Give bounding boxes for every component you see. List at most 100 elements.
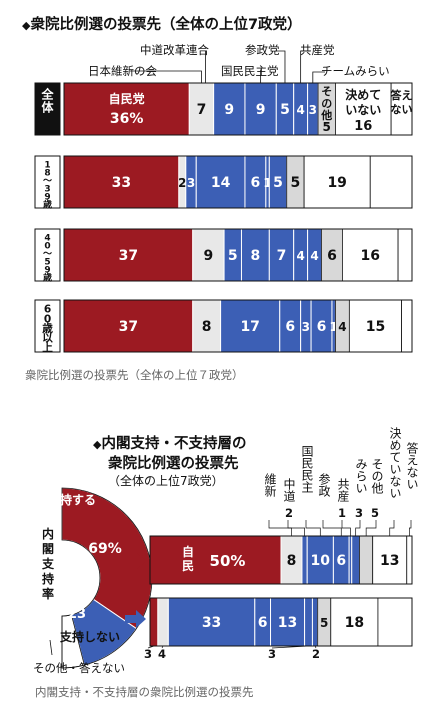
bar2-jimin-char-0: 自: [182, 544, 194, 559]
top-annot-kyosan: 1: [338, 506, 347, 520]
bar-seg-mid-jiminto: [63, 228, 194, 282]
bar-label-all-mirai: 3: [309, 103, 317, 117]
pie-nonsupport-value: 23: [68, 607, 86, 622]
cube-icon-2: ◆: [93, 438, 102, 451]
bar2-jimin-value: 50%: [210, 552, 246, 570]
bar-label-mid-other: 6: [327, 248, 337, 264]
pie-other-label: その他・答えない: [33, 661, 125, 675]
bar-label-mid-mirai: 4: [310, 249, 318, 263]
pie-center-char-3: 持: [42, 571, 54, 586]
cube-icon: ◆: [22, 19, 31, 32]
chart2-caption: 内閣支持・不支持層の衆院比例選の投票先: [35, 685, 254, 699]
all-undecided-line1: 決めて: [345, 87, 381, 102]
bar-label-all-jiminto-value: 36%: [110, 111, 144, 127]
leader-line-4: [300, 50, 310, 83]
top-annot-mirai: 3: [355, 506, 364, 520]
bar-label-mid-sanseito: 7: [277, 248, 287, 264]
bar2-label-support-kokumin: 10: [311, 553, 331, 569]
bar2-seg-nonsupport-ishin: [157, 597, 169, 647]
chart1-title: ◆衆院比例選の投票先（全体の上位7政党）: [22, 17, 302, 33]
col-label-kyosan: 共産: [336, 478, 350, 502]
bar-label-young-kyosan: 1: [263, 176, 271, 190]
all-noanswer-line1: 答え: [391, 88, 413, 102]
bar-label-young-kokumin: 14: [211, 175, 231, 191]
all-other-char-2: 他: [320, 108, 332, 122]
bar2-label-nonsupport-undecided: 18: [345, 615, 364, 631]
all-undecided-value: 16: [354, 119, 372, 134]
bottom-annot-jimin: 3: [144, 647, 153, 661]
row-label-char-young-2: 〜: [43, 176, 52, 186]
bottom-annot-mirai: 2: [312, 647, 321, 661]
bar-label-young-mirai: 5: [273, 175, 283, 191]
bar2-leader-chudo: [287, 520, 305, 536]
row-label-char-old-0: 6: [44, 304, 51, 316]
bar2-seg-nonsupport-kyosan: [304, 597, 313, 647]
bar2-seg-nonsupport-chudo: [167, 597, 256, 647]
all-other-char-1: の: [321, 97, 332, 110]
row-label-char-old-3: 以: [42, 332, 53, 344]
chart2-title-line2: 衆院比例選の投票先: [108, 456, 239, 472]
pie-nonsupport-label: 支持しない: [59, 629, 120, 644]
chart2-title-line1: ◆内閣支持・不支持層の: [93, 436, 247, 452]
row-label-char-young-0: 1: [44, 160, 50, 170]
bar-label-young-other: 5: [291, 175, 301, 191]
all-undecided-line2: いない: [345, 103, 381, 117]
bar-label-old-mirai: 1: [330, 320, 338, 334]
bar-label-old-jiminto: 37: [119, 319, 138, 335]
col-label-undecided: 決めていない: [388, 427, 402, 499]
row-label-char-all-1: 体: [41, 99, 54, 114]
bottom-annot-kyosan: 3: [268, 647, 277, 661]
bar2-outline-nonsupport: [149, 597, 413, 647]
pie-center-char-4: 率: [42, 586, 54, 601]
bar2-label-support-undecided: 13: [380, 553, 399, 569]
col-label-sanseito: 参政: [317, 473, 331, 497]
bar2-leader-kokumin: [305, 520, 321, 536]
label-chudo: 中道改革連合: [140, 43, 209, 57]
bar-seg-young-noanswer: [369, 155, 413, 209]
bar2-label-nonsupport-kokumin: 6: [258, 615, 268, 631]
bar-label-all-jiminto-name: 自民党: [109, 91, 145, 106]
pie-other-leader: [49, 639, 53, 656]
bar-label-all-sanseito: 5: [280, 102, 290, 118]
row-label-char-old-4: 上: [42, 341, 53, 354]
pie-center-char-1: 閣: [42, 542, 54, 556]
label-sanseito: 参政党: [245, 43, 280, 57]
leader-line-5: [312, 71, 325, 83]
bar2-label-support-ishin: 8: [287, 553, 297, 569]
chart2-subtitle: （全体の上位7政党）: [108, 474, 224, 488]
bar2-outline-support: [149, 535, 413, 585]
bar2-seg-nonsupport-mirai: [311, 597, 319, 647]
row-label-char-old-2: 歳: [41, 322, 53, 335]
col-label-mirai: みらい: [354, 458, 368, 494]
bar-outline-old: [63, 299, 413, 353]
label-ishin: 日本維新の会: [88, 64, 157, 78]
bar-label-mid-chudo: 5: [228, 248, 238, 264]
bar2-leader-sanseito: [322, 520, 342, 536]
bar2-leader-ishin: [268, 520, 292, 536]
bar2-seg-support-noanswer: [406, 535, 413, 585]
bar-label-young-undecided: 19: [327, 175, 346, 191]
bar-label-young-ishin: 2: [178, 176, 186, 190]
row-label-char-young-1: 8: [44, 168, 50, 178]
bar2-seg-support-chudo: [301, 535, 308, 585]
bar2-label-nonsupport-other: 5: [320, 616, 328, 630]
bar-label-old-undecided: 15: [366, 319, 385, 335]
bar-label-mid-kyosan: 4: [296, 249, 304, 263]
row-label-char-young-5: 歳: [42, 198, 52, 210]
row-label-char-old-1: 0: [44, 313, 51, 325]
row-label-char-young-3: 3: [44, 184, 50, 194]
pie-outline: [61, 487, 153, 669]
bar2-label-nonsupport-sanseito: 13: [278, 615, 297, 631]
all-other-char-0: そ: [321, 85, 332, 98]
col-label-chudo: 中道: [282, 478, 296, 502]
row-label-box-young: [34, 155, 61, 209]
row-label-char-young-4: 9: [44, 192, 50, 202]
pie-support-label: 支持する: [47, 492, 96, 507]
bar2-seg-support-other: [359, 535, 374, 585]
bar-seg-mid-noanswer: [397, 228, 413, 282]
bar2-leader-noanswer: [409, 520, 412, 536]
bar-outline-young: [63, 155, 413, 209]
row-label-char-mid-3: 5: [44, 257, 50, 267]
bar-seg-young-jiminto: [63, 155, 180, 209]
col-label-ishin: 維新: [263, 473, 277, 497]
